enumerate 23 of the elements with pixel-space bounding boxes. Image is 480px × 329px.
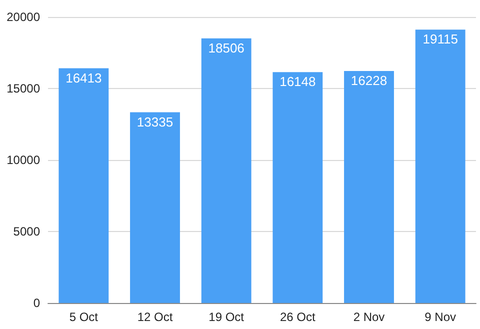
bar: [272, 72, 323, 303]
data-label: 16228: [350, 72, 388, 88]
data-label: 18506: [208, 40, 244, 56]
data-label: 16148: [280, 74, 316, 90]
x-tick-label: 19 Oct: [208, 310, 245, 324]
bar: [344, 70, 394, 303]
x-tick-label: 2 Nov: [353, 310, 385, 324]
x-tick-label: 26 Oct: [280, 310, 316, 324]
bar: [415, 30, 466, 303]
x-tick-label: 5 Oct: [69, 310, 99, 324]
data-label: 13335: [136, 114, 174, 130]
x-tick-label: 12 Oct: [137, 310, 174, 324]
y-tick-label: 10000: [6, 153, 40, 167]
data-label: 19115: [422, 32, 458, 47]
bar: [201, 38, 252, 303]
y-tick-label: 20000: [6, 10, 40, 24]
y-tick-label: 15000: [6, 82, 40, 96]
bar: [130, 112, 180, 303]
y-tick-label: 0: [33, 296, 40, 310]
x-tick-label: 9 Nov: [424, 310, 456, 324]
bar: [58, 68, 109, 303]
data-label: 16413: [66, 70, 102, 86]
y-tick-label: 5000: [13, 224, 40, 238]
